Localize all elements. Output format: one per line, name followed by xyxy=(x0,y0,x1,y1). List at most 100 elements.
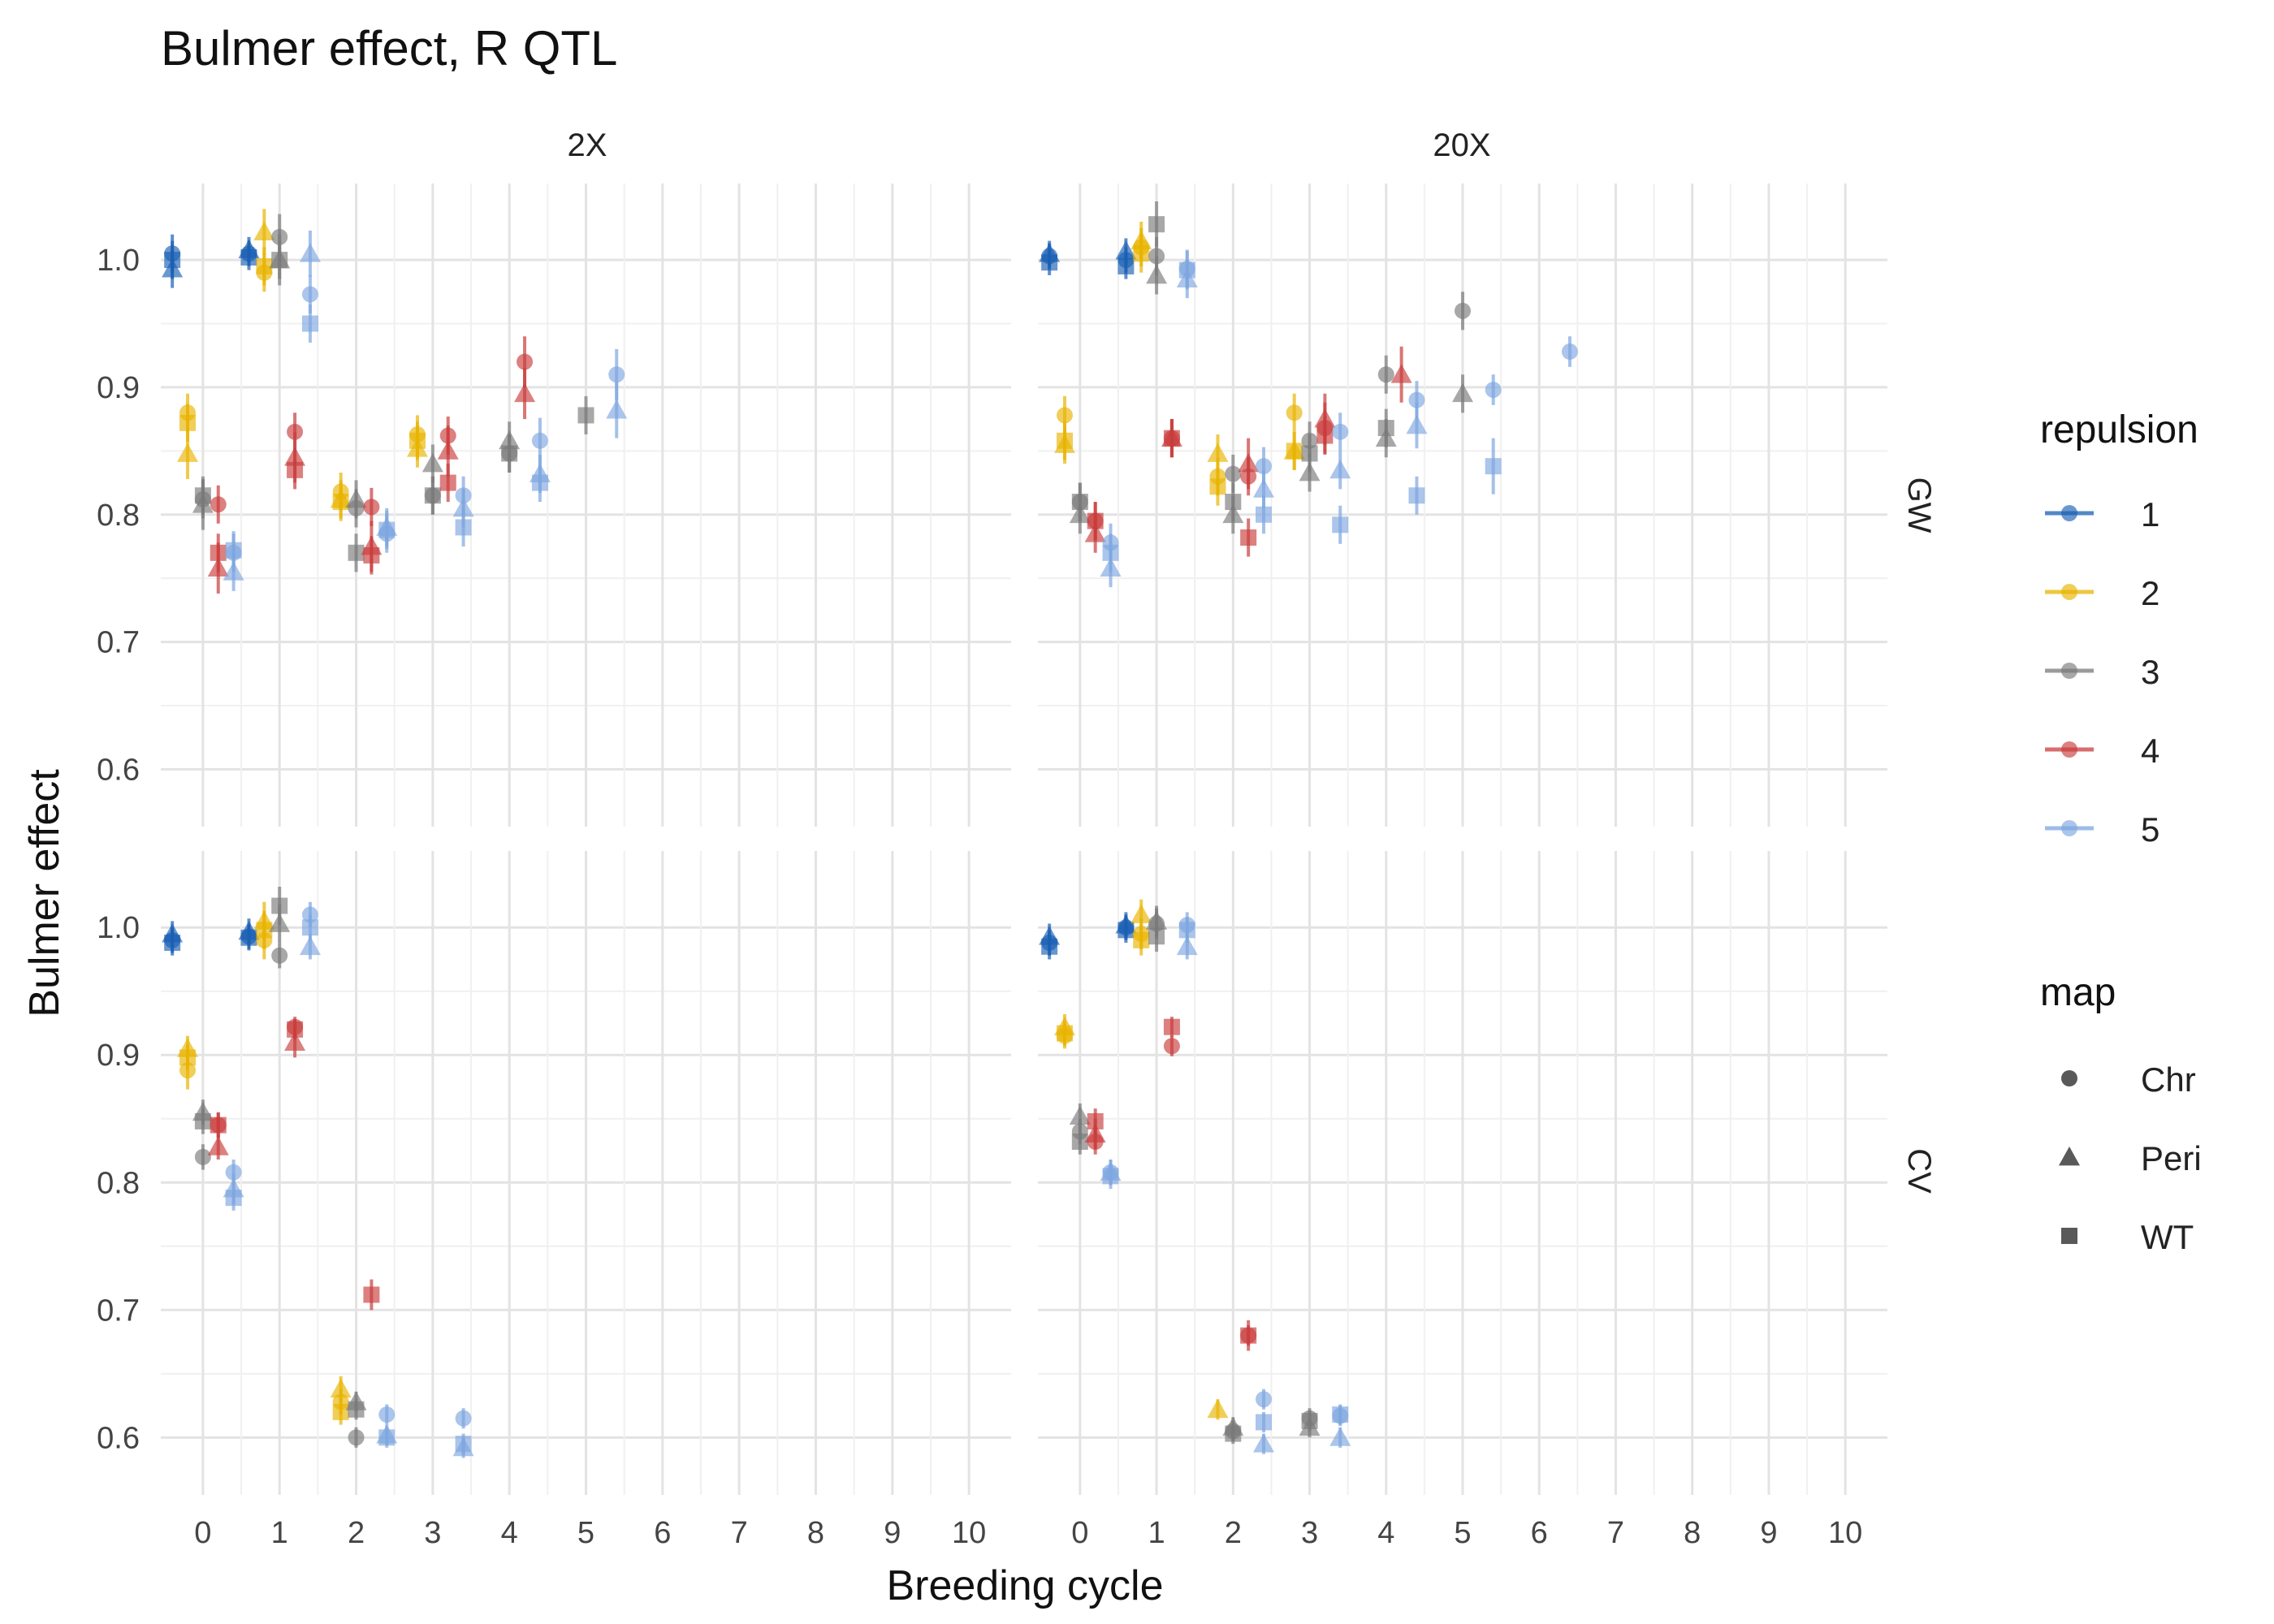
x-tick-label: 3 xyxy=(424,1516,441,1550)
data-point xyxy=(299,243,321,262)
data-point-group xyxy=(240,925,257,951)
data-point-group xyxy=(1408,476,1425,515)
data-point-group xyxy=(514,368,536,420)
data-point-group xyxy=(577,395,594,434)
data-point xyxy=(1087,512,1104,529)
x-tick-label: 10 xyxy=(1828,1516,1862,1550)
data-point xyxy=(253,221,275,240)
data-point xyxy=(348,1401,365,1418)
x-tick-label: 0 xyxy=(194,1516,211,1550)
legend-item-map: WT xyxy=(2061,1218,2194,1256)
legend-circle-key xyxy=(2061,663,2077,679)
data-point-group xyxy=(363,1279,380,1311)
data-point xyxy=(164,935,181,952)
x-tick-label: 5 xyxy=(1454,1516,1471,1550)
data-point-group xyxy=(207,1134,229,1160)
data-point-group xyxy=(1133,925,1150,956)
data-point-group xyxy=(1286,431,1303,470)
data-point-group xyxy=(1148,201,1165,248)
data-point-group xyxy=(1225,482,1242,521)
y-tick-label: 0.7 xyxy=(97,1294,140,1328)
data-point-group xyxy=(164,240,181,279)
y-tick-label: 0.9 xyxy=(97,1039,140,1073)
data-point xyxy=(1225,465,1242,482)
data-point xyxy=(1163,430,1180,447)
y-tick-label: 0.6 xyxy=(97,1421,140,1455)
data-point-group xyxy=(1056,421,1073,460)
data-point xyxy=(1455,302,1471,319)
data-points xyxy=(162,201,1578,1458)
data-point-group xyxy=(1329,1427,1351,1448)
data-point-group xyxy=(1131,899,1152,931)
data-point-group xyxy=(1332,1404,1349,1425)
data-point-group xyxy=(1286,393,1303,432)
legend-label: 1 xyxy=(2141,495,2159,533)
legend-label: WT xyxy=(2141,1218,2194,1256)
data-point-group xyxy=(256,247,273,286)
y-tick-label: 1.0 xyxy=(97,244,140,278)
data-point-group xyxy=(501,434,518,473)
data-point xyxy=(271,252,288,269)
data-point xyxy=(179,1049,197,1066)
data-point-group xyxy=(1133,234,1150,273)
legend-label: 4 xyxy=(2141,732,2159,770)
data-point xyxy=(1056,1025,1073,1042)
data-point xyxy=(378,1406,396,1423)
data-point xyxy=(378,1429,396,1446)
data-point xyxy=(1115,240,1137,260)
data-point xyxy=(1178,922,1195,939)
data-point-group xyxy=(271,886,288,926)
legend-item-repulsion: 2 xyxy=(2045,574,2159,612)
legend-circle-key xyxy=(2061,820,2077,836)
data-point xyxy=(194,1112,211,1129)
data-point-group xyxy=(179,1044,197,1071)
data-point-group xyxy=(271,240,288,279)
data-point xyxy=(1056,432,1073,449)
data-point xyxy=(207,1136,229,1155)
data-point-group xyxy=(348,533,365,572)
data-point xyxy=(287,461,304,478)
data-point xyxy=(501,445,518,462)
data-point xyxy=(606,400,628,419)
data-point xyxy=(378,521,396,538)
data-point xyxy=(437,440,459,460)
x-axis-label: Breeding cycle xyxy=(886,1562,1163,1609)
data-point xyxy=(256,257,273,274)
x-tick-label: 10 xyxy=(952,1516,986,1550)
x-tick-label: 1 xyxy=(271,1516,288,1550)
data-point-group xyxy=(1561,336,1578,367)
data-point xyxy=(1207,443,1229,462)
data-point xyxy=(1041,254,1058,271)
data-point-group xyxy=(1332,412,1349,451)
data-point xyxy=(363,499,380,516)
data-point-group xyxy=(378,511,396,550)
data-point xyxy=(332,1403,349,1420)
data-point-group xyxy=(606,382,628,438)
data-point xyxy=(452,497,474,517)
legend-item-repulsion: 3 xyxy=(2045,653,2159,691)
legend-item-map: Peri xyxy=(2059,1139,2202,1177)
data-point xyxy=(330,1378,352,1398)
facet-label-cv: CV xyxy=(1901,1148,1937,1194)
x-tick-label: 6 xyxy=(1531,1516,1548,1550)
data-point xyxy=(1485,458,1502,475)
data-point xyxy=(1069,1105,1091,1125)
x-tick-label: 9 xyxy=(1760,1516,1777,1550)
data-point xyxy=(1408,391,1425,408)
data-point xyxy=(225,542,242,559)
legend-map-items: Chr Peri WT xyxy=(2059,1060,2202,1256)
data-point-group xyxy=(1255,1389,1272,1410)
data-point xyxy=(1163,1038,1180,1055)
x-tick-label: 9 xyxy=(884,1516,901,1550)
data-point xyxy=(179,414,197,431)
data-point xyxy=(1146,910,1168,930)
data-point xyxy=(1133,931,1150,948)
legend-item-repulsion: 4 xyxy=(2045,732,2159,770)
legend-label: Peri xyxy=(2141,1139,2202,1177)
data-point xyxy=(514,382,536,403)
data-point-group xyxy=(409,421,426,460)
legend-shape-key xyxy=(2059,1147,2080,1166)
data-point-group xyxy=(455,508,472,546)
data-point-group xyxy=(1071,1129,1088,1155)
